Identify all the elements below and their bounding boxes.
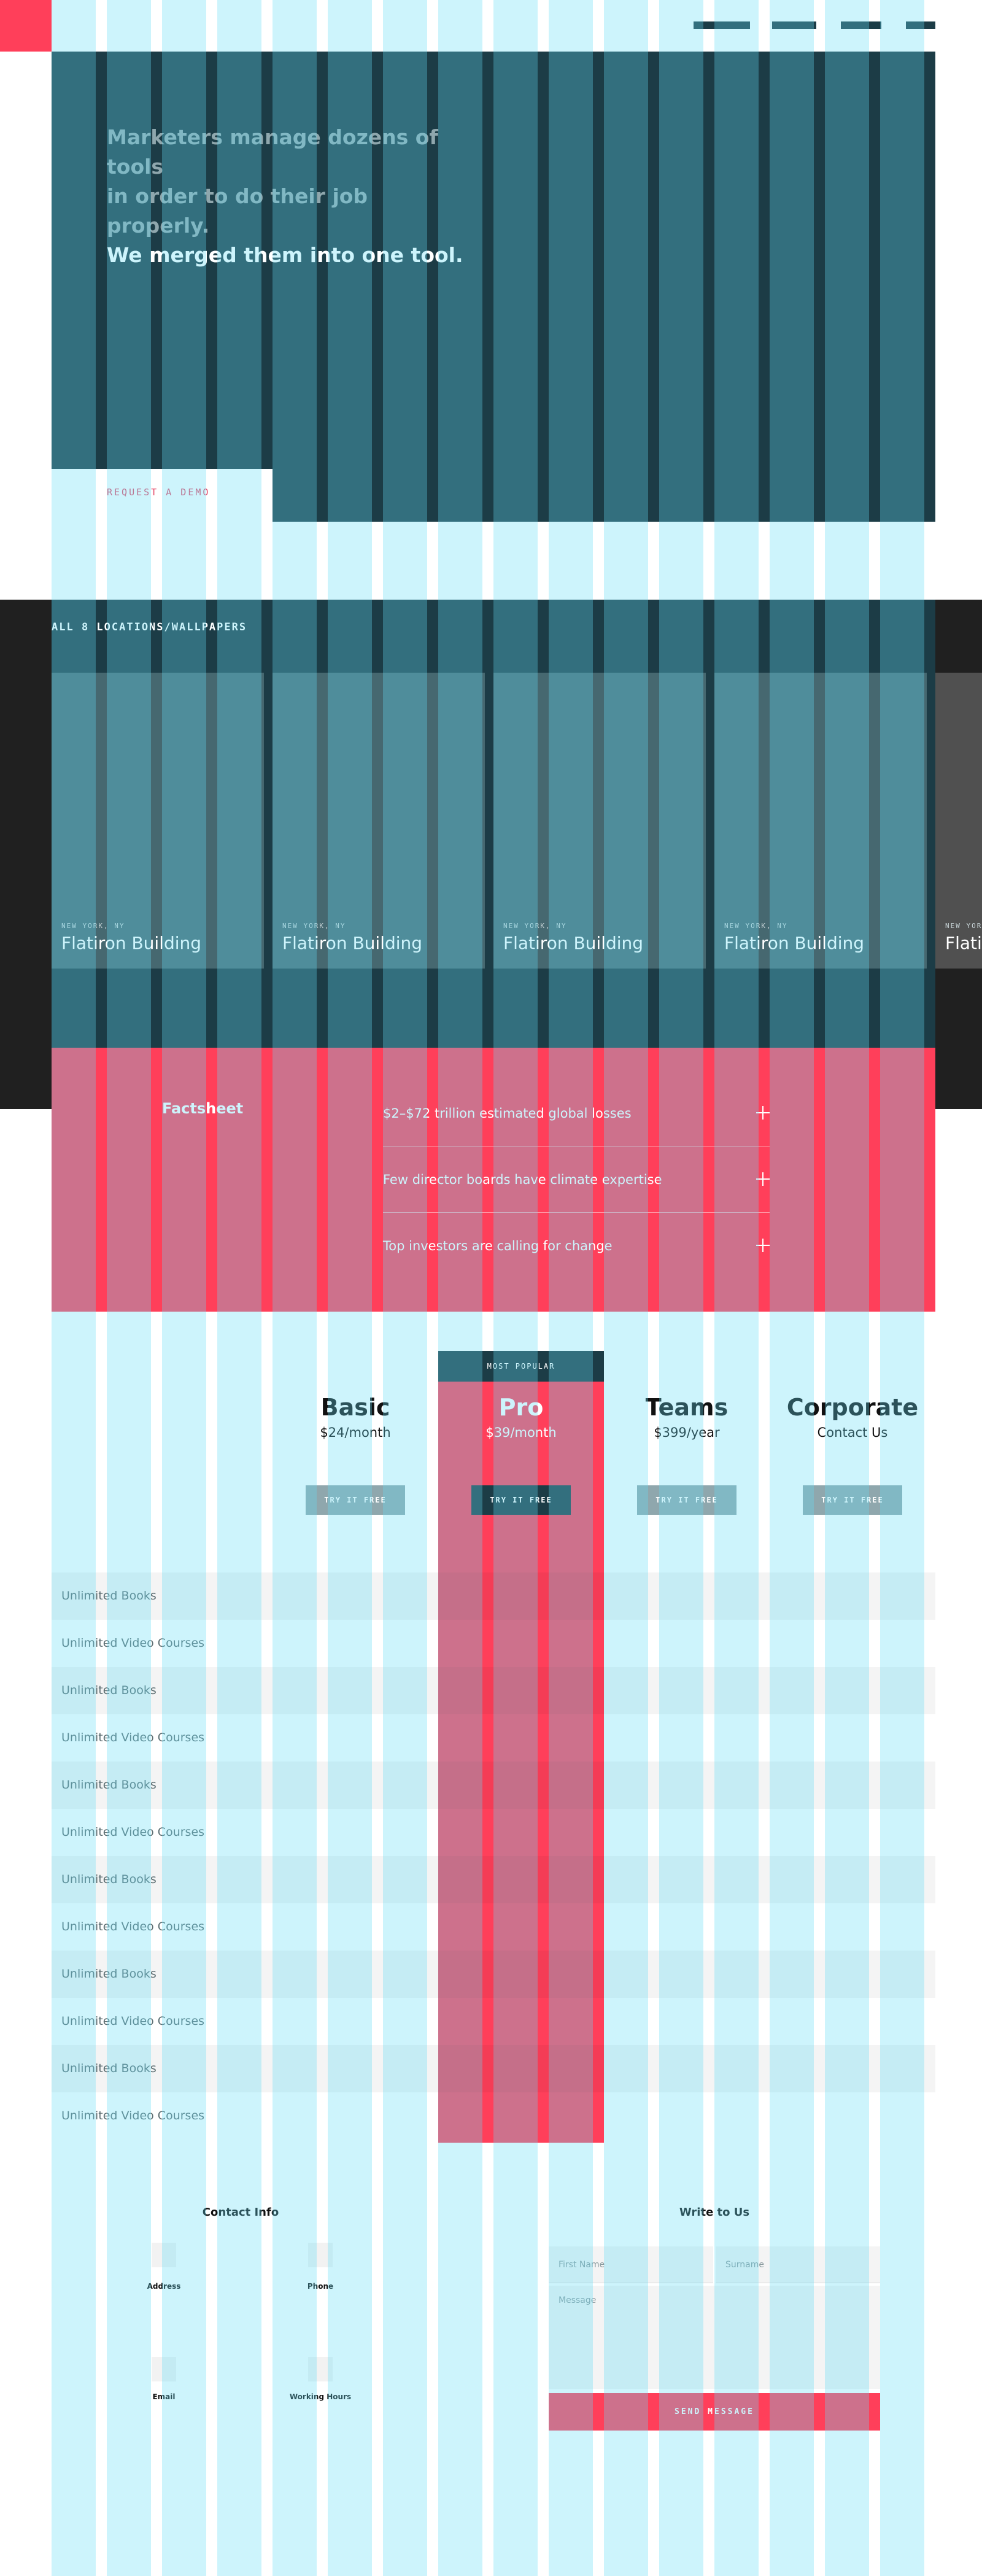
- location-title: Flatiron Building: [945, 933, 982, 953]
- contact-info-heading: Contact Info: [202, 2206, 279, 2219]
- hero-line-1: Marketers manage dozens of tools: [107, 125, 438, 179]
- factsheet-item[interactable]: $2–$72 trillion estimated global losses: [383, 1080, 770, 1147]
- feature-label: Unlimited Video Courses: [61, 1636, 205, 1650]
- hero-headline: Marketers manage dozens of tools in orde…: [107, 123, 475, 270]
- hero-line-2: in order to do their job properly.: [107, 184, 368, 238]
- first-name-input[interactable]: [549, 2246, 713, 2283]
- plan-name: Basic: [320, 1394, 390, 1421]
- plan-name: Teams: [645, 1394, 729, 1421]
- plan-pro: Pro $39/month: [438, 1393, 604, 1440]
- surname-input[interactable]: [716, 2246, 880, 2283]
- location-title: Flatiron Building: [724, 933, 865, 953]
- plus-icon[interactable]: [756, 1172, 770, 1186]
- feature-label: Unlimited Video Courses: [61, 2014, 205, 2028]
- location-card[interactable]: NEW YORK, NY Flatiron Building: [493, 673, 706, 969]
- nav-item-2[interactable]: [772, 21, 816, 29]
- hero-background-lower: [273, 463, 935, 522]
- location-city: NEW YORK, NY: [61, 922, 125, 930]
- write-to-us-heading: Write to Us: [679, 2206, 750, 2219]
- send-message-button[interactable]: SEND MESSAGE: [549, 2393, 880, 2431]
- feature-row: Unlimited Books: [52, 1856, 935, 1903]
- plan-price: $24/month: [320, 1425, 391, 1440]
- factsheet-item[interactable]: Few director boards have climate experti…: [383, 1147, 770, 1213]
- location-title: Flatiron Building: [503, 933, 644, 953]
- feature-row: Unlimited Video Courses: [52, 2092, 935, 2140]
- clock-icon: [308, 2357, 333, 2381]
- nav-item-4[interactable]: [906, 21, 935, 29]
- feature-row: Unlimited Books: [52, 1572, 935, 1620]
- feature-label: Unlimited Video Courses: [61, 2109, 205, 2122]
- feature-row: Unlimited Books: [52, 1762, 935, 1809]
- plan-name: Corporate: [786, 1394, 919, 1421]
- plan-price: $399/year: [654, 1425, 720, 1440]
- location-card[interactable]: NEW YORK, NY Flatiron Building: [935, 673, 982, 969]
- nav-item-3[interactable]: [841, 21, 881, 29]
- email-label: Email: [152, 2392, 176, 2401]
- phone-icon: [308, 2243, 333, 2267]
- logo[interactable]: [0, 0, 52, 52]
- most-popular-badge: MOST POPULAR: [438, 1351, 604, 1382]
- nav-item-1[interactable]: [694, 21, 750, 29]
- plan-teams: Teams $399/year: [604, 1393, 770, 1440]
- feature-label: Unlimited Video Courses: [61, 1731, 205, 1744]
- feature-label: Unlimited Video Courses: [61, 1920, 205, 1933]
- feature-label: Unlimited Books: [61, 1778, 157, 1792]
- location-city: NEW YORK, NY: [945, 922, 982, 930]
- hero-background: [52, 52, 935, 469]
- plan-price: $39/month: [485, 1425, 557, 1440]
- feature-row: Unlimited Video Courses: [52, 1809, 935, 1856]
- feature-label: Unlimited Books: [61, 2062, 157, 2075]
- feature-row: Unlimited Books: [52, 1951, 935, 1998]
- feature-row: Unlimited Books: [52, 1667, 935, 1714]
- plus-icon[interactable]: [756, 1239, 770, 1252]
- plus-icon[interactable]: [756, 1106, 770, 1120]
- location-title: Flatiron Building: [61, 933, 202, 953]
- factsheet-title: Factsheet: [162, 1100, 244, 1117]
- feature-label: Unlimited Books: [61, 1684, 157, 1697]
- try-free-button-corporate[interactable]: TRY IT FREE: [803, 1485, 902, 1515]
- working-hours-label: Working Hours: [289, 2392, 352, 2401]
- email-icon: [152, 2357, 176, 2381]
- feature-label: Unlimited Books: [61, 1967, 157, 1981]
- location-card[interactable]: NEW YORK, NY Flatiron Building: [714, 673, 927, 969]
- factsheet-item-text: Few director boards have climate experti…: [383, 1172, 662, 1187]
- plan-corporate: Corporate Contact Us: [770, 1393, 935, 1440]
- feature-label: Unlimited Books: [61, 1873, 157, 1886]
- try-free-button-basic[interactable]: TRY IT FREE: [306, 1485, 405, 1515]
- location-card[interactable]: NEW YORK, NY Flatiron Building: [273, 673, 485, 969]
- location-city: NEW YORK, NY: [724, 922, 788, 930]
- feature-row: Unlimited Video Courses: [52, 1903, 935, 1951]
- feature-row: Unlimited Video Courses: [52, 1620, 935, 1667]
- location-city: NEW YORK, NY: [503, 922, 567, 930]
- location-title: Flatiron Building: [282, 933, 423, 953]
- try-free-button-teams[interactable]: TRY IT FREE: [637, 1485, 736, 1515]
- phone-label: Phone: [307, 2282, 334, 2291]
- plan-price: Contact Us: [817, 1425, 888, 1440]
- factsheet-item-text: $2–$72 trillion estimated global losses: [383, 1106, 632, 1121]
- plan-basic: Basic $24/month: [273, 1393, 438, 1440]
- location-city: NEW YORK, NY: [282, 922, 346, 930]
- address-icon: [152, 2243, 176, 2267]
- locations-heading: ALL 8 LOCATIONS/WALLPAPERS: [52, 621, 247, 633]
- feature-label: Unlimited Video Courses: [61, 1825, 205, 1839]
- address-label: Address: [147, 2282, 181, 2291]
- feature-row: Unlimited Books: [52, 2045, 935, 2092]
- feature-label: Unlimited Books: [61, 1589, 157, 1603]
- request-demo-link[interactable]: REQUEST A DEMO: [107, 487, 211, 498]
- factsheet-background: [52, 1048, 935, 1312]
- factsheet-item-text: Top investors are calling for change: [383, 1239, 613, 1253]
- location-card[interactable]: NEW YORK, NY Flatiron Building: [52, 673, 264, 969]
- try-free-button-pro[interactable]: TRY IT FREE: [471, 1485, 571, 1515]
- plan-name: Pro: [498, 1394, 544, 1421]
- hero-line-3: We merged them into one tool.: [107, 243, 463, 267]
- message-input[interactable]: [549, 2286, 880, 2389]
- factsheet-item[interactable]: Top investors are calling for change: [383, 1213, 770, 1279]
- feature-row: Unlimited Video Courses: [52, 1998, 935, 2045]
- feature-row: Unlimited Video Courses: [52, 1714, 935, 1762]
